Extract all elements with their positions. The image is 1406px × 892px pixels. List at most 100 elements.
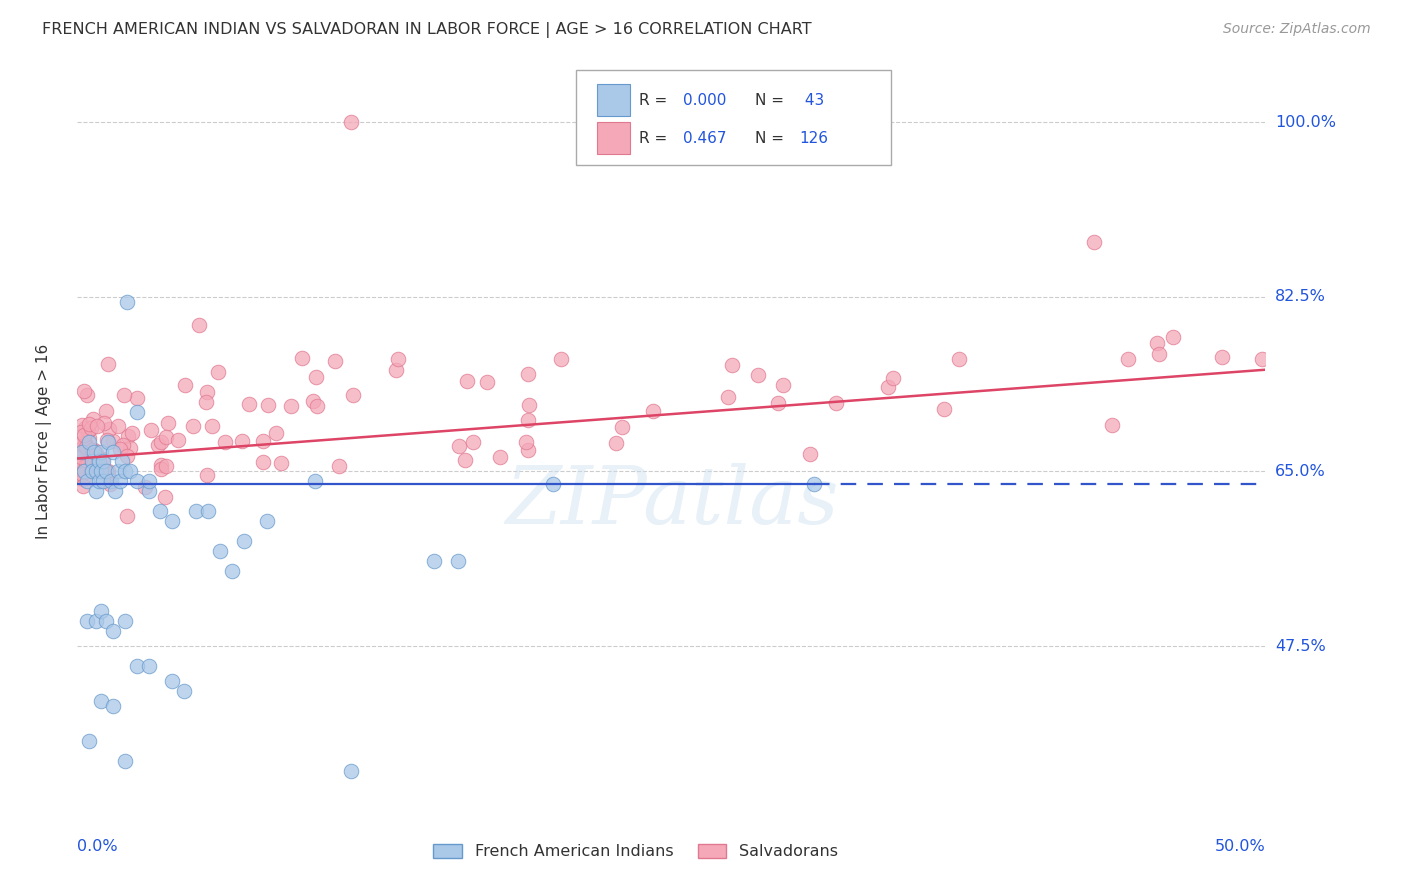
Point (69, 458, 91, 472)
Point (238, 397, 260, 411)
Point (83, 444, 105, 458)
Point (157, 416, 180, 430)
Point (76, 614, 98, 628)
Point (799, 447, 821, 461)
Point (257, 398, 280, 412)
Point (876, 380, 898, 394)
Point (149, 504, 172, 518)
Point (174, 378, 197, 392)
Point (134, 480, 156, 494)
Point (91, 451, 114, 466)
Point (72, 472, 94, 486)
Point (305, 369, 328, 384)
Text: R =: R = (640, 131, 672, 145)
Point (517, 398, 540, 412)
Point (1146, 336, 1168, 351)
Text: In Labor Force | Age > 16: In Labor Force | Age > 16 (37, 344, 52, 539)
Point (73, 420, 96, 434)
Point (323, 354, 346, 368)
Point (1211, 350, 1233, 364)
Point (139, 423, 162, 437)
Point (125, 659, 148, 673)
Text: 100.0%: 100.0% (1275, 115, 1336, 130)
Bar (596, 85, 630, 116)
Point (93, 416, 115, 430)
Point (489, 450, 512, 464)
Point (197, 504, 219, 518)
Point (114, 614, 136, 628)
Point (75, 435, 97, 450)
Point (96, 433, 118, 447)
Point (803, 477, 825, 491)
Point (118, 465, 141, 479)
Point (125, 404, 148, 418)
Point (108, 442, 131, 457)
Point (70, 436, 93, 450)
Point (162, 673, 184, 688)
Point (115, 450, 138, 464)
Point (1161, 330, 1184, 344)
Point (86, 419, 108, 434)
Point (97, 434, 120, 449)
Point (94, 465, 117, 479)
Point (87, 451, 110, 466)
Point (1116, 351, 1139, 366)
Point (720, 358, 742, 372)
Point (96, 358, 118, 372)
Point (90, 604, 112, 618)
Point (307, 399, 329, 413)
Point (181, 419, 204, 434)
Point (80, 443, 103, 458)
Text: 65.0%: 65.0% (1275, 464, 1326, 479)
Point (121, 426, 143, 441)
Point (97, 464, 120, 478)
Point (72, 458, 94, 473)
Text: 0.000: 0.000 (683, 93, 727, 108)
Point (125, 475, 148, 489)
Point (186, 504, 208, 518)
Point (291, 351, 314, 366)
Point (280, 399, 302, 413)
Text: 0.467: 0.467 (683, 131, 727, 145)
Text: ZIPatlas: ZIPatlas (505, 464, 838, 541)
Point (302, 393, 325, 408)
Point (76, 475, 98, 489)
Point (149, 458, 172, 472)
Point (73, 427, 96, 442)
Point (766, 396, 789, 410)
Point (90, 444, 112, 458)
Point (80, 465, 103, 479)
Point (1250, 351, 1272, 366)
Text: N =: N = (755, 93, 789, 108)
Point (232, 534, 254, 549)
Point (387, 351, 409, 366)
Point (231, 434, 253, 449)
Text: 126: 126 (800, 131, 828, 145)
Point (77, 448, 100, 462)
Point (264, 425, 287, 440)
Point (104, 484, 127, 499)
Point (86, 614, 108, 628)
Point (114, 465, 136, 479)
Point (94, 404, 117, 418)
Point (115, 508, 138, 523)
Point (328, 459, 350, 474)
Text: Source: ZipAtlas.com: Source: ZipAtlas.com (1223, 22, 1371, 37)
Point (188, 318, 211, 333)
Point (339, 764, 361, 778)
Point (252, 434, 274, 448)
Point (550, 352, 572, 367)
Point (270, 456, 292, 470)
Point (447, 439, 470, 453)
Point (70, 456, 93, 470)
Point (195, 384, 218, 399)
Point (114, 754, 136, 768)
Point (112, 387, 135, 401)
Point (107, 419, 129, 434)
Point (446, 554, 468, 568)
Point (208, 544, 231, 558)
Legend: French American Indians, Salvadorans: French American Indians, Salvadorans (427, 838, 845, 866)
Point (111, 438, 134, 452)
Point (98, 476, 121, 491)
Point (127, 392, 149, 406)
